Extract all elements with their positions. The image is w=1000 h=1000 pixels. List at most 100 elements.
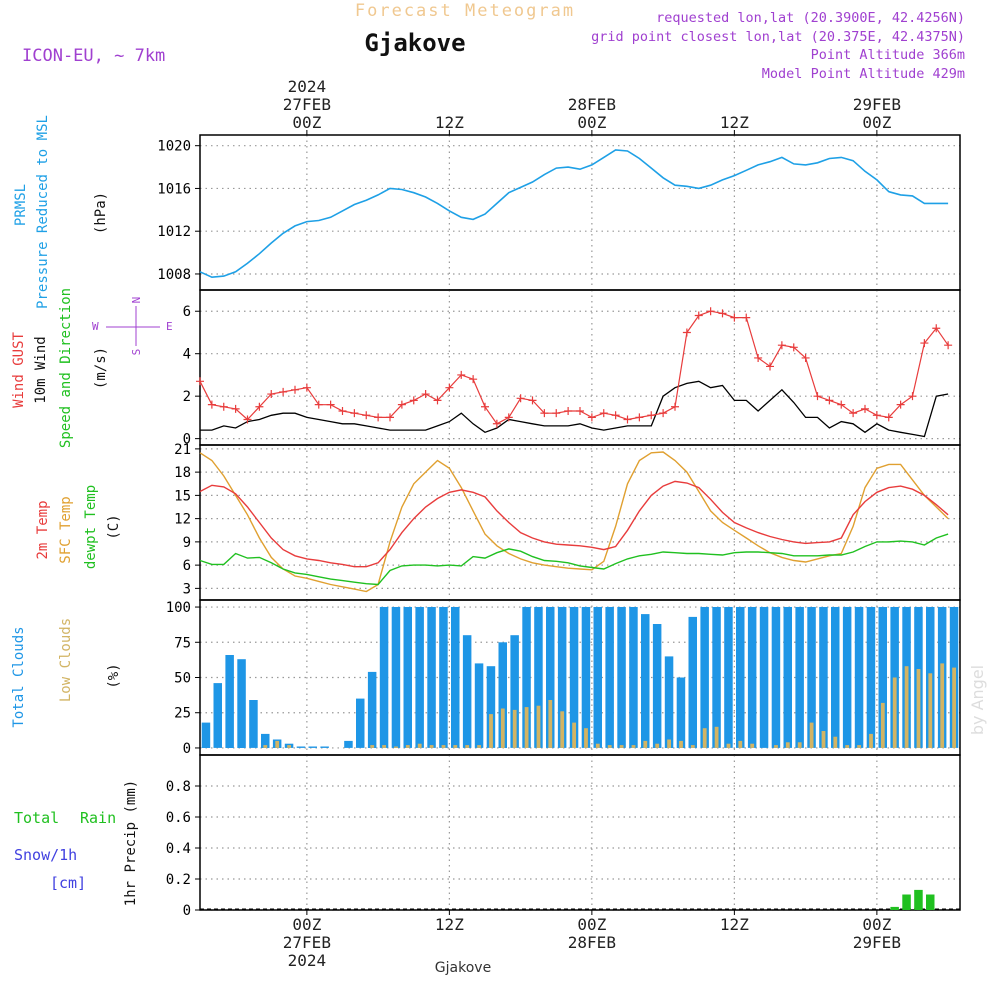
total-cloud-bar bbox=[878, 607, 887, 748]
wind-gust-point bbox=[528, 396, 537, 405]
low-cloud-bar bbox=[845, 745, 850, 748]
low-cloud-bar bbox=[821, 731, 826, 748]
wind-gust-point bbox=[302, 383, 311, 392]
total-cloud-bar bbox=[225, 655, 234, 748]
model-altitude: Model Point Altitude 429m bbox=[762, 66, 965, 82]
total-cloud-bar bbox=[581, 607, 591, 748]
low-cloud-bar bbox=[619, 745, 624, 748]
low-cloud-bar bbox=[750, 743, 755, 748]
wind-gust-line bbox=[199, 310, 949, 425]
total-cloud-bar bbox=[498, 642, 507, 748]
rain-label: Rain bbox=[80, 809, 116, 827]
total-cloud-bar bbox=[237, 659, 246, 748]
total-cloud-bar bbox=[522, 607, 531, 748]
low-cloud-bar bbox=[833, 736, 838, 748]
low-cloud-bar bbox=[572, 722, 576, 748]
total-cloud-bar bbox=[807, 607, 816, 748]
total-cloud-bar bbox=[842, 607, 852, 748]
wind-ytick-label: 6 bbox=[183, 304, 191, 320]
wind-gust-point bbox=[611, 411, 620, 420]
rain-bar bbox=[890, 906, 899, 910]
low-cloud-bar bbox=[417, 743, 422, 748]
precipitation-ytick-label: 0 bbox=[183, 903, 191, 919]
low-cloud-bar bbox=[726, 743, 731, 748]
footer-location: Gjakove bbox=[435, 960, 491, 976]
pressure-line bbox=[199, 149, 949, 279]
wind-gust-point bbox=[694, 311, 703, 320]
wind-gust-point bbox=[457, 370, 466, 379]
low-cloud-bar bbox=[702, 728, 707, 748]
wind-gust-point bbox=[516, 394, 525, 403]
wind-speed-dir-label: Speed and Direction bbox=[58, 288, 74, 448]
temp-dewpt-line bbox=[199, 533, 949, 586]
low-cloud-bar bbox=[679, 740, 683, 748]
wind-gust-point bbox=[207, 400, 216, 409]
wind-gust-point bbox=[504, 413, 513, 422]
wind-gust-point bbox=[837, 400, 846, 409]
wind-gust-point bbox=[682, 328, 691, 337]
wind-gust-point bbox=[267, 390, 276, 399]
compass-rose: N S W E bbox=[92, 297, 173, 356]
wind-10m-line bbox=[200, 380, 949, 438]
total-cloud-bar bbox=[831, 607, 840, 748]
wind-gust-point bbox=[481, 402, 489, 411]
precip-labels: Total Rain Snow/1h [cm] 1hr Precip (mm) bbox=[14, 780, 139, 906]
watermark: by Angel bbox=[968, 665, 987, 735]
total-clouds-label: Total Clouds bbox=[11, 626, 27, 727]
total-cloud-bar bbox=[320, 746, 329, 748]
low-clouds-label: Low Clouds bbox=[58, 618, 74, 702]
low-cloud-bar bbox=[690, 745, 695, 748]
low-cloud-bar bbox=[738, 740, 743, 748]
wind-gust-point bbox=[635, 413, 644, 422]
bottom-hour-label: 12Z bbox=[720, 915, 749, 934]
temp-2m-line bbox=[199, 480, 949, 568]
wind-gust-point bbox=[813, 392, 822, 401]
total-cloud-bar bbox=[249, 700, 258, 748]
wind-gust-point bbox=[884, 413, 893, 422]
top-hour-label: 12Z bbox=[720, 113, 749, 132]
wind-gust-point bbox=[659, 409, 668, 418]
temp-unit-label: (C) bbox=[106, 514, 122, 539]
total-cloud-bar bbox=[736, 607, 745, 748]
total-cloud-bar bbox=[261, 733, 270, 748]
low-cloud-bar bbox=[536, 705, 541, 748]
low-cloud-bar bbox=[584, 728, 588, 748]
wind-gust-point bbox=[623, 415, 632, 424]
temp-2m-label: 2m Temp bbox=[35, 500, 51, 559]
total-cloud-bar bbox=[510, 635, 519, 748]
wind-gust-point bbox=[576, 407, 584, 416]
top-hour-label: 00Z bbox=[577, 113, 606, 132]
total-cloud-bar bbox=[403, 607, 412, 748]
temperature-ytick-label: 3 bbox=[183, 581, 191, 597]
wind-gust-point bbox=[825, 396, 834, 405]
requested-coords: requested lon,lat (20.3900E, 42.4256N) bbox=[656, 10, 965, 26]
temperature-ytick-label: 18 bbox=[174, 465, 191, 481]
temp-sfc-label: SFC Temp bbox=[58, 496, 74, 563]
total-cloud-bar bbox=[890, 607, 899, 748]
wind-gust-point bbox=[766, 362, 774, 371]
plot-layer: 1008101210161020024636912151821025507510… bbox=[157, 77, 961, 970]
wind-gust-point bbox=[219, 402, 228, 411]
low-cloud-bar bbox=[643, 740, 648, 748]
temp-sfc-line bbox=[199, 451, 949, 593]
compass-w: W bbox=[92, 320, 99, 333]
total-cloud-bar bbox=[344, 740, 353, 748]
low-cloud-bar bbox=[809, 722, 814, 748]
wind-gust-point bbox=[338, 407, 347, 416]
total-cloud-bar bbox=[629, 607, 638, 748]
low-cloud-bar bbox=[477, 745, 481, 748]
wind-gust-point bbox=[196, 377, 204, 386]
top-date-label: 28FEB bbox=[568, 95, 616, 114]
top-hour-label: 12Z bbox=[435, 113, 464, 132]
clouds-ytick-label: 0 bbox=[183, 741, 191, 757]
top-hour-label: 00Z bbox=[862, 113, 891, 132]
compass-n: N bbox=[130, 297, 143, 304]
snow-label: Snow/1h bbox=[14, 846, 77, 864]
low-cloud-bar bbox=[512, 709, 517, 748]
total-cloud-bar bbox=[688, 616, 697, 748]
bottom-date-label: 29FEB bbox=[853, 933, 901, 952]
precip-unit-label: 1hr Precip (mm) bbox=[123, 780, 139, 906]
temperature-ytick-label: 15 bbox=[174, 488, 191, 504]
bottom-date-label: 28FEB bbox=[568, 933, 616, 952]
